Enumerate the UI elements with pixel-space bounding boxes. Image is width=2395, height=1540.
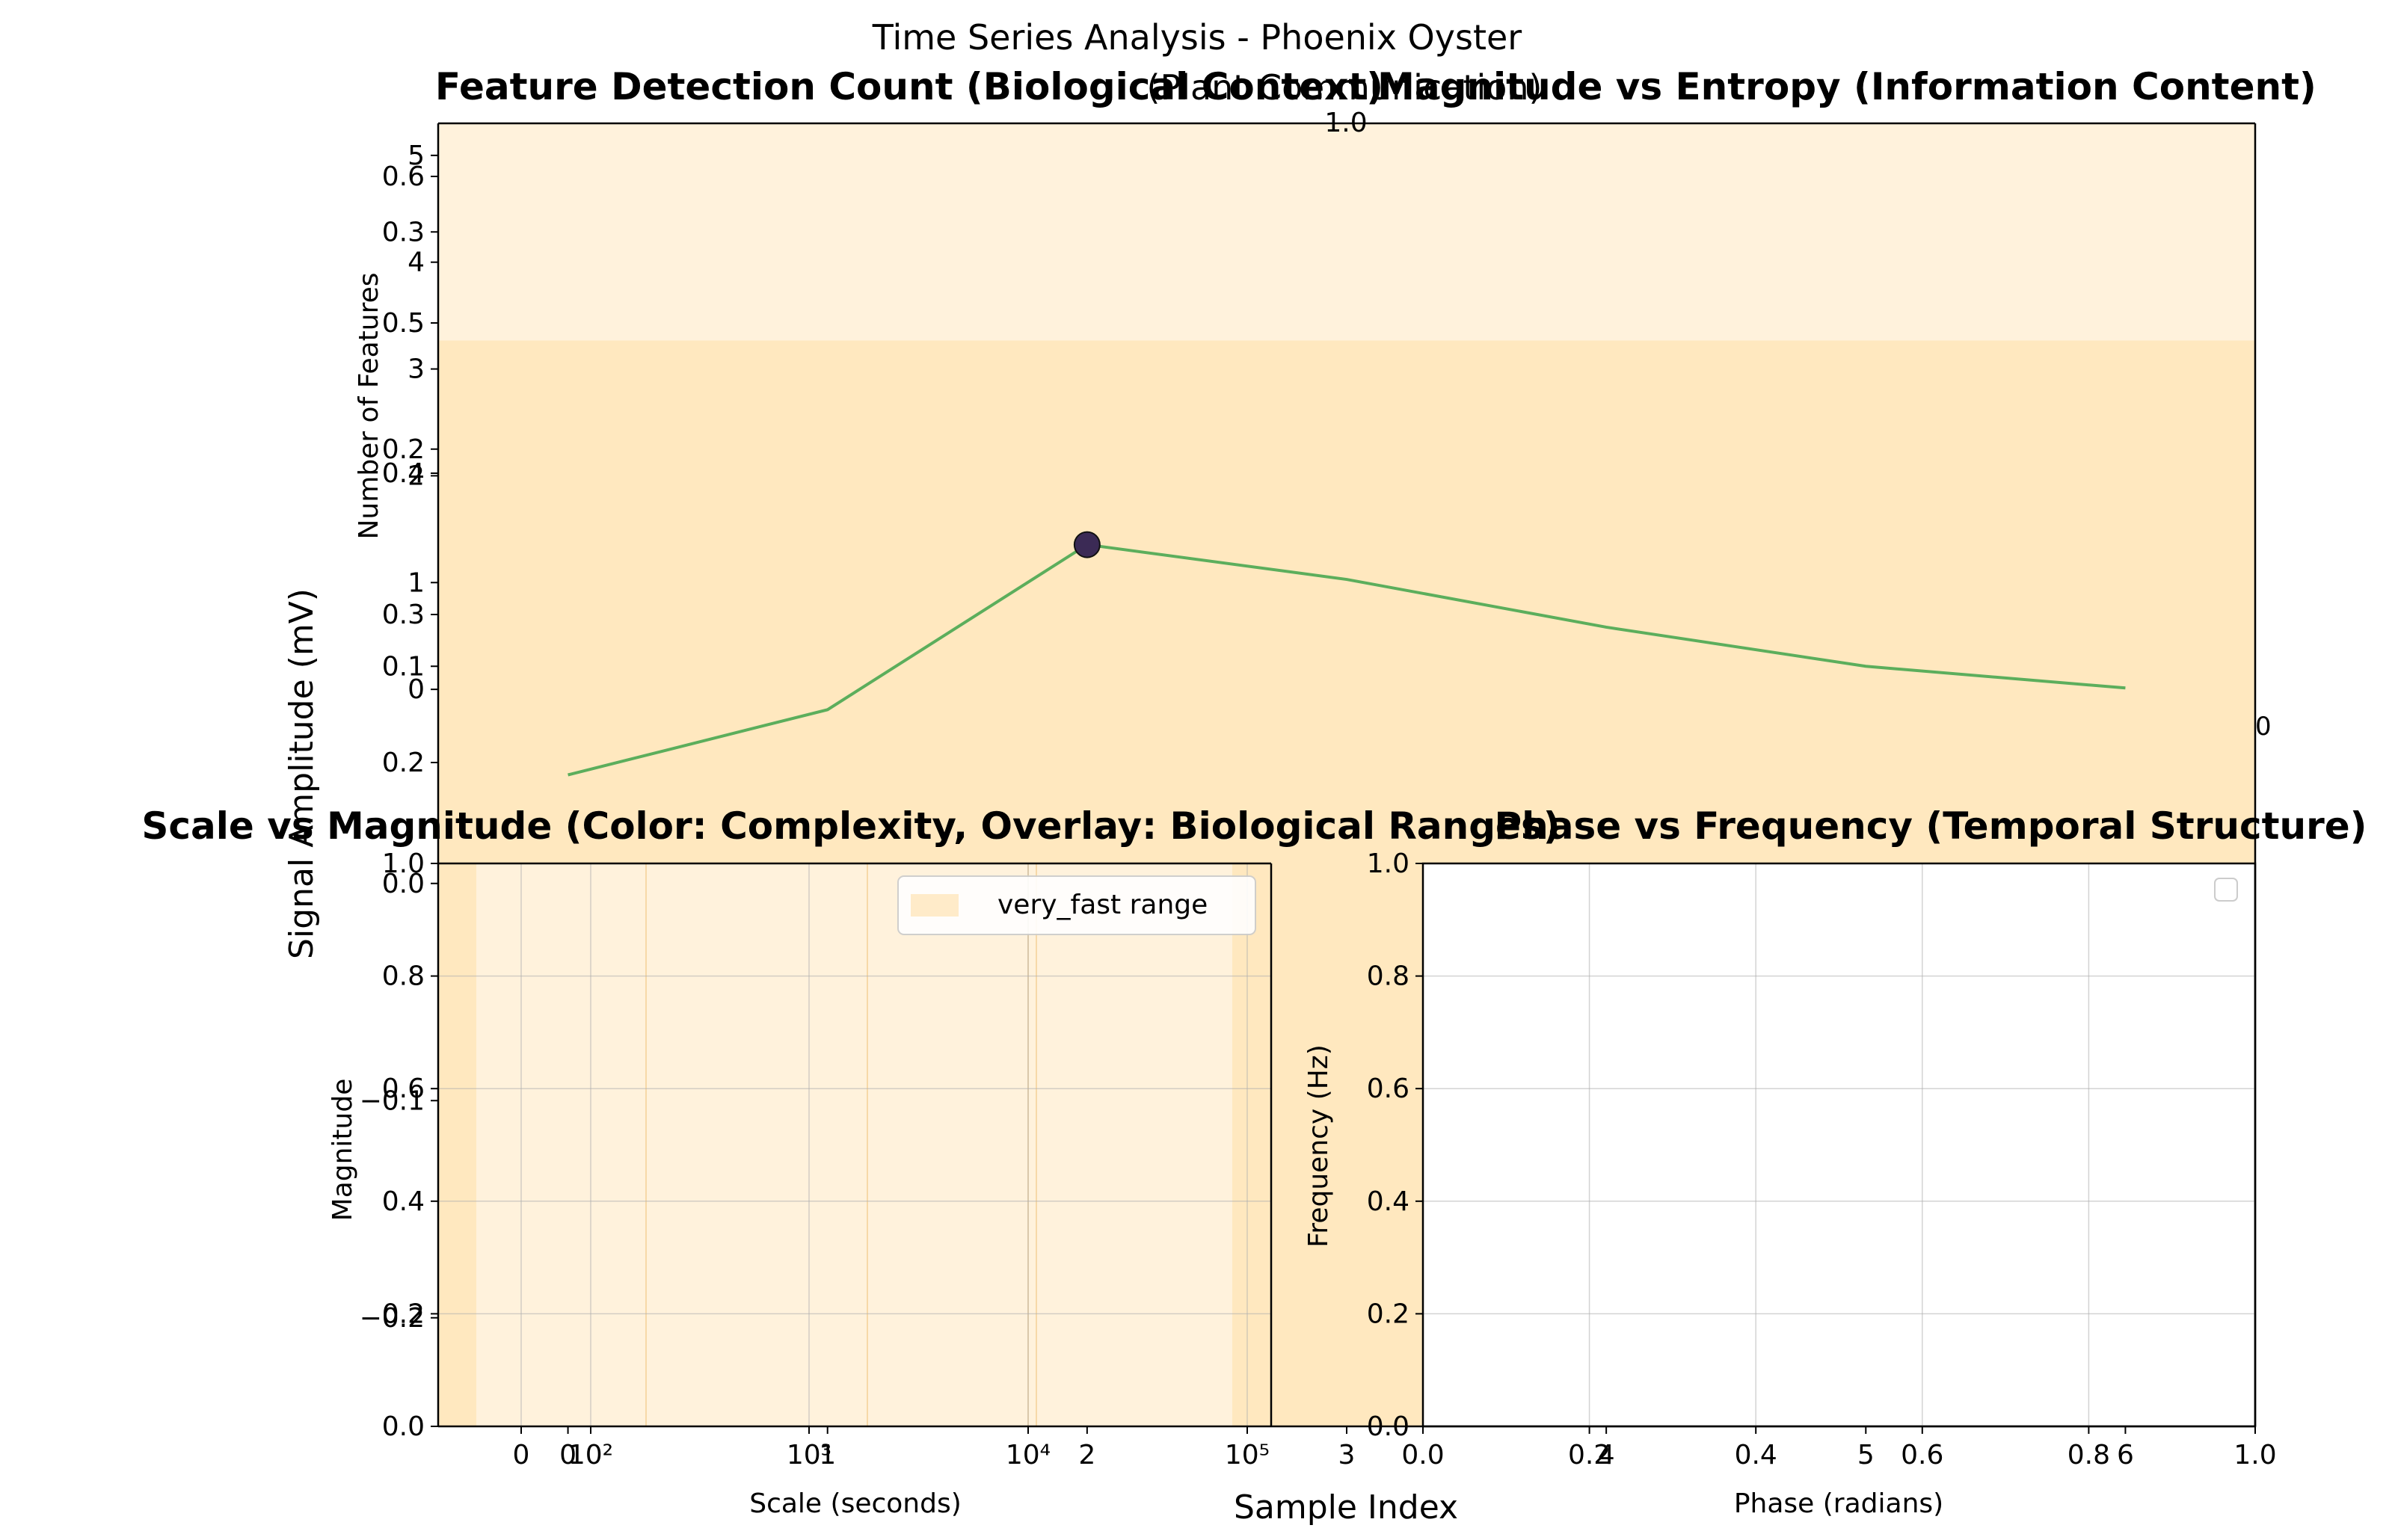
signal-ytick-label: 0.0 [382,869,425,899]
grid-lines [438,863,1271,1427]
signal-ytick-label: 0.2 [382,434,425,465]
features-title: Feature Detection Count (Biological Cont… [435,65,1383,108]
signal-series-line [568,543,2126,777]
scale-range-overlay [476,863,1232,1426]
signal-ytick-label: −0.2 [360,1303,425,1334]
signal-xtick-label: 2 [1078,1440,1095,1470]
signal-xtick-label: 0 [559,1440,577,1470]
phase-xtick-label: 0.2 [1568,1440,1611,1470]
phase-xtick-label: 1.0 [2233,1440,2276,1470]
entropy-ytick-label: 0.2 [382,748,425,778]
phase-ytick-label: 0.4 [1367,1186,1409,1217]
phase-frame [1421,862,2257,1428]
signal-markers [1073,531,1101,558]
entropy-right-label: 0 [2255,712,2272,742]
phase-xtick-label: 0.0 [1401,1440,1444,1470]
scale-ytick-label: 0.2 [382,1299,425,1329]
scale-legend: very_fast range [897,875,1256,935]
figure-suptitle: Time Series Analysis - Phoenix Oyster [872,17,1522,58]
phase-ytick-label: 0.6 [1367,1074,1409,1104]
signal-xtick-label: 5 [1857,1440,1875,1470]
phase-legend-box[interactable] [2214,878,2238,902]
features-ytick-label: 0 [408,674,425,705]
entropy-title: Magnitude vs Entropy (Information Conten… [1377,65,2316,108]
features-ytick-label: 4 [408,247,425,278]
phase-ylabel: Frequency (Hz) [1303,1044,1334,1247]
phase-title: Phase vs Frequency (Temporal Structure) [1494,804,2367,848]
partial-subtitle: (Plant Communication) [1147,67,1543,108]
phase-xtick-label: 0.4 [1735,1440,1777,1470]
entropy-ytick-label: 0.5 [382,308,425,339]
axes-frames [437,122,2257,1428]
phase-ytick-label: 0.2 [1367,1299,1409,1329]
scale-ytick-label: 0.0 [382,1411,425,1442]
entropy-ytick-label: 0.3 [382,600,425,630]
scale-ytick-label: 1.0 [382,848,425,879]
scale-xtick-label: 10² [568,1440,613,1470]
legend-swatch [911,894,959,917]
signal-ylabel: Signal Amplitude (mV) [283,588,321,959]
signal-xtick-label: 1 [819,1440,836,1470]
signal-xlabel: Sample Index [1234,1488,1458,1527]
scale-xtick-label: 10⁵ [1225,1440,1270,1470]
phase-ytick-label: 0.8 [1367,961,1409,992]
signal-xtick-label: 3 [1338,1440,1356,1470]
scale-title: Scale vs Magnitude (Color: Complexity, O… [141,804,1560,848]
signal-ytick-label: 0.1 [382,651,425,682]
scale-xtick-label: 10⁴ [1006,1440,1051,1470]
scale-ytick-label: 0.4 [382,1186,425,1217]
features-ytick-label: 2 [408,461,425,491]
scale-xlabel: Scale (seconds) [749,1488,962,1519]
scale-xtick-label: 10³ [787,1440,831,1470]
phase-ytick-label: 1.0 [1367,848,1409,879]
phase-xtick-label: 0.8 [2067,1440,2110,1470]
phase-ytick-label: 0.0 [1367,1411,1409,1442]
signal-xtick-label: 4 [1598,1440,1615,1470]
phase-plot-background [1423,863,2255,1426]
features-ytick-label: 3 [408,354,425,385]
features-ylabel: Number of Features [354,273,384,540]
signal-xtick-label: 6 [2117,1440,2134,1470]
signal-ytick-label: −0.1 [360,1085,425,1116]
scale-xtick-label: 0 [513,1440,530,1470]
signal-band-1 [438,123,2255,341]
phase-xtick-label: 0.6 [1901,1440,1943,1470]
scale-ytick-label: 0.6 [382,1074,425,1104]
entropy-top-tick-label: 1.0 [1324,108,1367,138]
scale-ytick-label: 0.8 [382,961,425,992]
legend-label: very_fast range [997,890,1208,920]
signal-ytick-label: 0.3 [382,217,425,247]
features-ytick-label: 1 [408,567,425,598]
entropy-ytick-label: 0.4 [382,458,425,489]
scale-range-band [476,863,1232,1426]
scale-ylabel: Magnitude [328,1079,358,1222]
entropy-ytick-label: 0.6 [382,161,425,192]
signal-marker-0 [1073,531,1101,558]
phase-xlabel: Phase (radians) [1734,1488,1943,1519]
features-ytick-label: 5 [408,141,425,171]
tick-marks: 0 1 2 3 4 5 6 −0.2 −0.1 0.0 0.1 0.2 0.3 0 1 2 3 4 5 0.2 0.3 0… [360,108,2277,1470]
